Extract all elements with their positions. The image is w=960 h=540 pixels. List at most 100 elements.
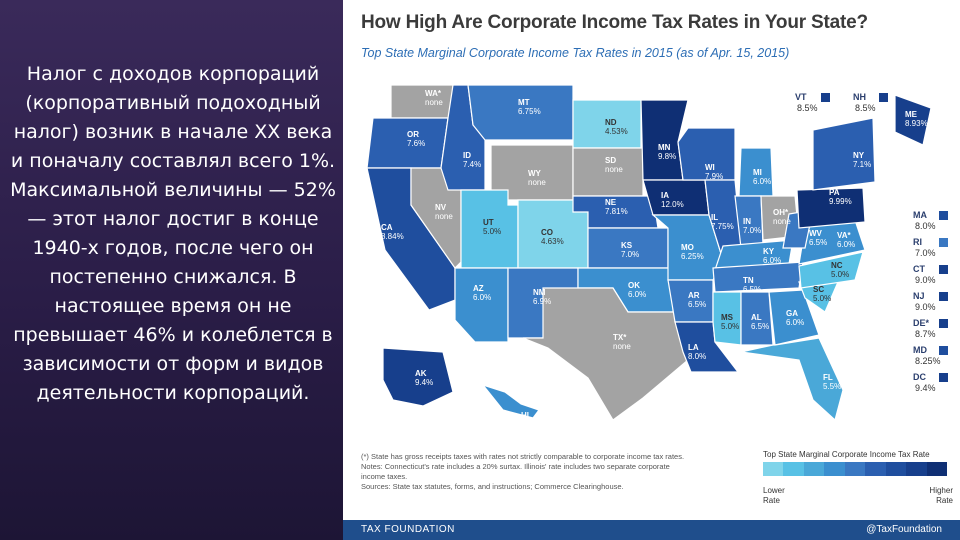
state-rate-wy: none — [528, 178, 546, 187]
state-code-ia: IA — [661, 191, 669, 200]
legend-low-label: Lower Rate — [763, 486, 785, 505]
state-code-al: AL — [751, 313, 762, 322]
side-state-rate-nh: 8.5% — [855, 103, 876, 113]
state-rate-al: 6.5% — [751, 322, 769, 331]
legend-swatch — [763, 462, 784, 476]
state-code-sd: SD — [605, 156, 616, 165]
state-code-nm: NM — [533, 288, 546, 297]
state-code-mn: MN — [658, 143, 671, 152]
side-state-rate-ri: 7.0% — [915, 248, 936, 258]
side-state-code-nj: NJ — [913, 291, 925, 301]
legend-high-label: Higher Rate — [929, 486, 953, 505]
state-rate-ga: 6.0% — [786, 318, 804, 327]
slide-body-text: Налог с доходов корпораций (корпоративны… — [10, 63, 336, 404]
state-rate-ut: 5.0% — [483, 227, 501, 236]
side-state-swatch-vt — [821, 93, 830, 102]
state-code-tx: TX* — [613, 333, 627, 342]
state-code-ks: KS — [621, 241, 633, 250]
state-rate-tx: none — [613, 342, 631, 351]
state-ny — [812, 117, 876, 191]
state-code-az: AZ — [473, 284, 484, 293]
state-rate-sd: none — [605, 165, 623, 174]
state-rate-mt: 6.75% — [518, 107, 541, 116]
state-code-ca: CA — [381, 223, 393, 232]
state-code-id: ID — [463, 151, 471, 160]
state-code-oh: OH* — [773, 208, 789, 217]
state-code-ne: NE — [605, 198, 617, 207]
state-rate-tn: 6.5% — [743, 285, 761, 294]
state-rate-va: 6.0% — [837, 240, 855, 249]
footer-handle: @TaxFoundation — [866, 524, 942, 535]
side-state-swatch-ct — [939, 265, 948, 274]
side-state-rate-vt: 8.5% — [797, 103, 818, 113]
state-tx — [522, 287, 689, 421]
legend-color-bar — [763, 462, 947, 476]
state-ms — [712, 291, 742, 346]
infographic-title: How High Are Corporate Income Tax Rates … — [361, 12, 868, 33]
state-code-va: VA* — [837, 231, 852, 240]
state-rate-ms: 5.0% — [721, 322, 739, 331]
state-pa — [796, 187, 866, 229]
state-rate-ny: 7.1% — [853, 160, 871, 169]
state-rate-sc: 5.0% — [813, 294, 831, 303]
note-connecticut-illinois: Notes: Connecticut's rate includes a 20%… — [361, 462, 670, 481]
state-rate-oh: none — [773, 217, 791, 226]
state-nc — [798, 251, 864, 289]
state-code-wy: WY — [528, 169, 542, 178]
side-state-rate-de: 8.7% — [915, 329, 936, 339]
legend-title: Top State Marginal Corporate Income Tax … — [763, 450, 930, 459]
state-code-in: IN — [743, 217, 751, 226]
side-state-code-ma: MA — [913, 210, 927, 220]
state-code-ms: MS — [721, 313, 734, 322]
state-rate-in: 7.0% — [743, 226, 761, 235]
infographic-subtitle: Top State Marginal Corporate Income Tax … — [361, 46, 790, 60]
legend-swatch — [783, 462, 804, 476]
legend-swatch — [906, 462, 927, 476]
footer-brand: TAX FOUNDATION — [361, 524, 455, 535]
state-mt — [467, 84, 574, 141]
state-code-ny: NY — [853, 151, 865, 160]
side-state-swatch-md — [939, 346, 948, 355]
side-state-swatch-de — [939, 319, 948, 328]
side-state-rate-ma: 8.0% — [915, 221, 936, 231]
state-rate-ia: 12.0% — [661, 200, 684, 209]
note-asterisk: (*) State has gross receipts taxes with … — [361, 452, 685, 461]
state-code-ga: GA — [786, 309, 798, 318]
side-state-code-vt: VT — [795, 92, 807, 102]
state-code-mt: MT — [518, 98, 530, 107]
side-state-swatch-ma — [939, 211, 948, 220]
side-state-swatch-nh — [879, 93, 888, 102]
state-rate-ks: 7.0% — [621, 250, 639, 259]
state-rate-ok: 6.0% — [628, 290, 646, 299]
side-state-rate-dc: 9.4% — [915, 383, 936, 393]
state-code-wi: WI — [705, 163, 715, 172]
state-code-ut: UT — [483, 218, 494, 227]
state-me — [894, 94, 932, 146]
state-rate-fl: 5.5% — [823, 382, 841, 391]
side-state-code-de: DE* — [913, 318, 930, 328]
state-rate-ky: 6.0% — [763, 256, 781, 265]
legend-swatch — [926, 462, 947, 476]
state-ak — [382, 347, 454, 407]
state-code-mo: MO — [681, 243, 694, 252]
state-rate-ne: 7.81% — [605, 207, 628, 216]
side-state-code-nh: NH — [853, 92, 866, 102]
state-fl — [740, 337, 844, 422]
side-state-rate-ct: 9.0% — [915, 275, 936, 285]
legend-swatch — [885, 462, 907, 476]
state-code-me: ME — [905, 110, 918, 119]
state-rate-mn: 9.8% — [658, 152, 676, 161]
state-code-wa: WA* — [425, 89, 442, 98]
legend-swatch — [844, 462, 866, 476]
state-rate-nd: 4.53% — [605, 127, 628, 136]
state-rate-or: 7.6% — [407, 139, 425, 148]
state-code-fl: FL — [823, 373, 833, 382]
side-state-swatch-nj — [939, 292, 948, 301]
state-rate-pa: 9.99% — [829, 197, 852, 206]
state-code-mi: MI — [753, 168, 762, 177]
state-code-ar: AR — [688, 291, 700, 300]
state-code-la: LA — [688, 343, 699, 352]
state-code-hi: HI — [521, 411, 529, 420]
state-hi — [481, 383, 540, 419]
state-rate-wv: 6.5% — [809, 238, 827, 247]
